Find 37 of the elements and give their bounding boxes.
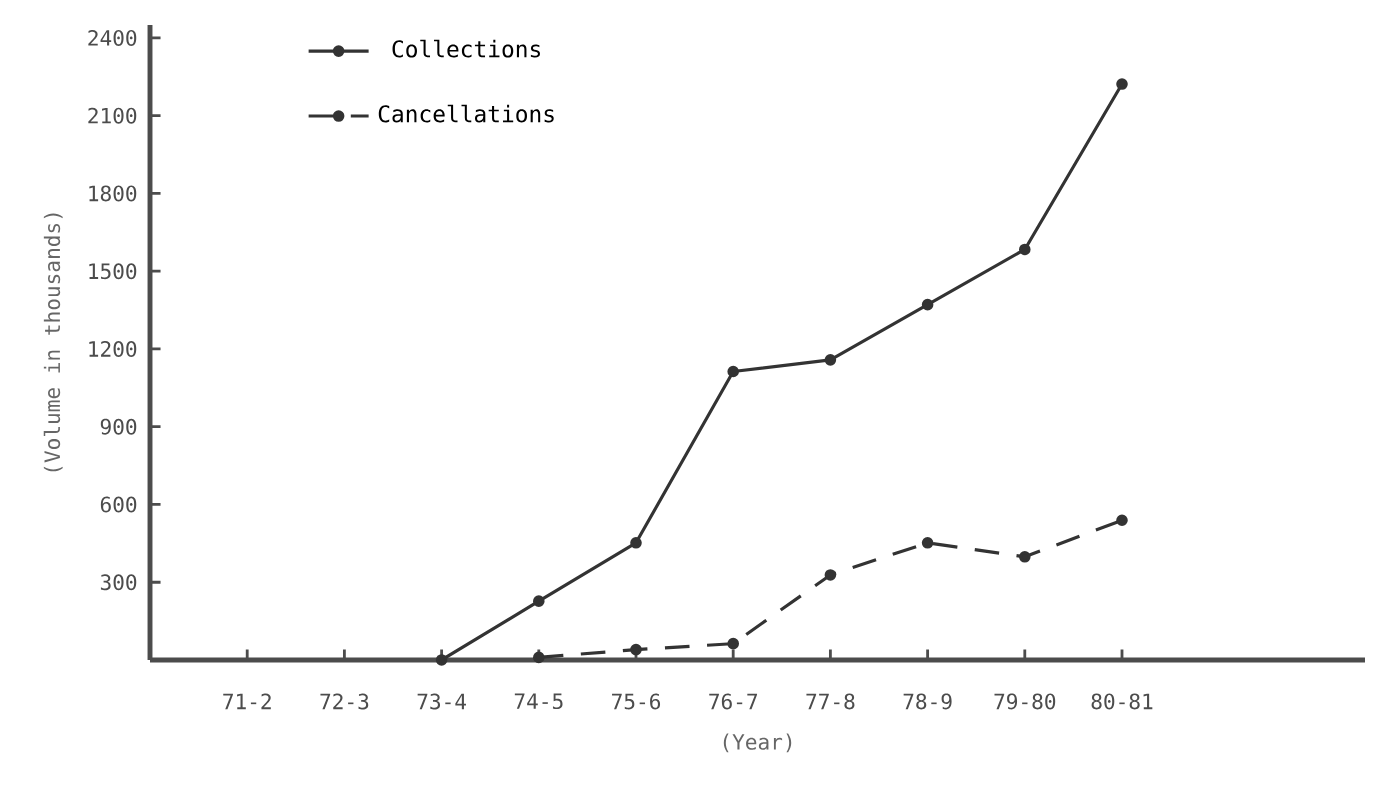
point (727, 637, 739, 650)
x-tick-label: 71-2 (223, 693, 271, 710)
x-tick-label: 75-6 (612, 693, 661, 710)
point (435, 654, 448, 666)
y-tick-label: 1800 (89, 185, 137, 202)
point (630, 643, 642, 656)
y-tick-label: 2100 (88, 107, 137, 124)
point (533, 595, 545, 607)
point (533, 651, 545, 664)
point (1019, 551, 1031, 563)
legend-label: Collections (392, 39, 540, 58)
point (630, 537, 642, 549)
point (921, 537, 934, 549)
x-tick-label: 77-8 (806, 693, 855, 710)
y-tick-label: 600 (100, 496, 137, 513)
legend-label: Cancellations (378, 104, 554, 123)
point (1116, 514, 1128, 527)
x-tick-label: 80-81 (1091, 693, 1153, 710)
x-axis-title: (Year) (723, 733, 792, 753)
y-axis-title: (Volume in thousands) (43, 213, 63, 472)
y-tick-label: 900 (100, 418, 137, 435)
point (1116, 78, 1128, 90)
x-tick-label: 74-5 (514, 693, 563, 710)
x-tick-label: 78-9 (903, 693, 952, 710)
point (921, 298, 934, 311)
y-tick-label: 2400 (88, 29, 137, 46)
x-tick-label: 76-7 (709, 693, 758, 710)
point (824, 569, 837, 581)
x-tick-label: 72-3 (320, 693, 369, 710)
point (1019, 243, 1031, 256)
point (727, 365, 739, 378)
point (824, 354, 837, 366)
y-tick-label: 1200 (89, 340, 137, 357)
x-tick-label: 73-4 (417, 693, 466, 710)
y-tick-label: 300 (100, 574, 137, 591)
y-tick-label: 1500 (89, 263, 137, 280)
x-tick-label: 79-80 (994, 693, 1056, 710)
